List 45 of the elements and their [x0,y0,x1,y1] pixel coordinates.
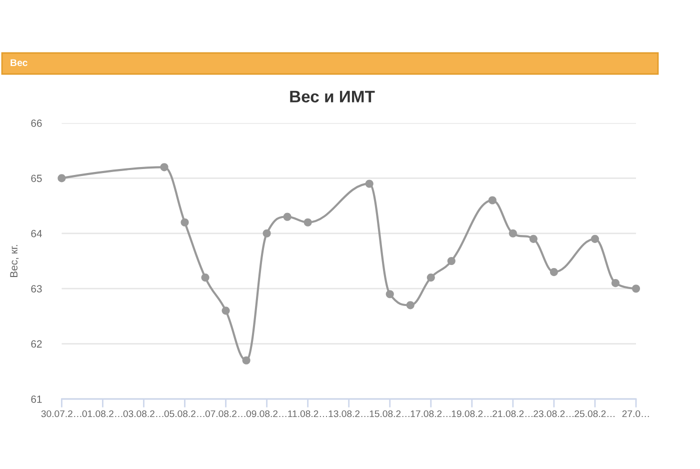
y-tick-label: 66 [31,120,42,127]
point [529,234,538,243]
point [180,218,189,226]
point [201,274,210,282]
x-tick-label: 13.08.2… [328,410,368,418]
point [262,229,271,238]
point [488,196,496,204]
point [222,306,230,315]
point [611,279,620,288]
point [590,234,600,243]
point [406,301,414,310]
x-tick-label: 01.08.2… [82,410,122,418]
x-tick-label: 21.08.2… [492,410,532,418]
text: Вес [10,59,28,66]
x-tick-label: 03.08.2… [123,410,164,418]
y-tick-label: 61 [31,396,42,403]
x-tick-label: 15.08.2… [370,410,410,418]
point [508,229,517,238]
x-tick-label: 23.08.2… [534,410,574,418]
x-tick-label: 05.08.2… [164,410,204,418]
point [632,284,640,293]
y-axis-title: Вес, кг. [10,245,19,277]
y-tick-label: 65 [31,174,42,182]
x-tick-label: 17.08.2… [410,410,450,418]
point [386,290,394,298]
point [58,174,66,182]
point [242,356,250,364]
y-tick-label: 63 [31,285,42,292]
point [160,163,168,172]
point [426,274,435,282]
point [550,268,558,276]
y-tick-label: 64 [31,230,42,238]
x-tick-label: 27.0… [622,410,649,418]
x-tick-label: 30.07.2… [41,410,82,418]
x-tick-label: 19.08.2… [452,410,492,418]
chart-title: Вес и ИМТ [290,90,375,102]
point [447,256,456,266]
x-tick-label: 11.08.2… [288,410,327,418]
x-tick-label: 25.08.2… [574,410,614,418]
point [365,180,374,188]
y-tick-label: 62 [31,340,42,348]
x-tick-label: 07.08.2… [205,410,246,418]
point [304,218,312,226]
x-tick-label: 09.08.2… [246,410,286,418]
point [283,212,292,221]
